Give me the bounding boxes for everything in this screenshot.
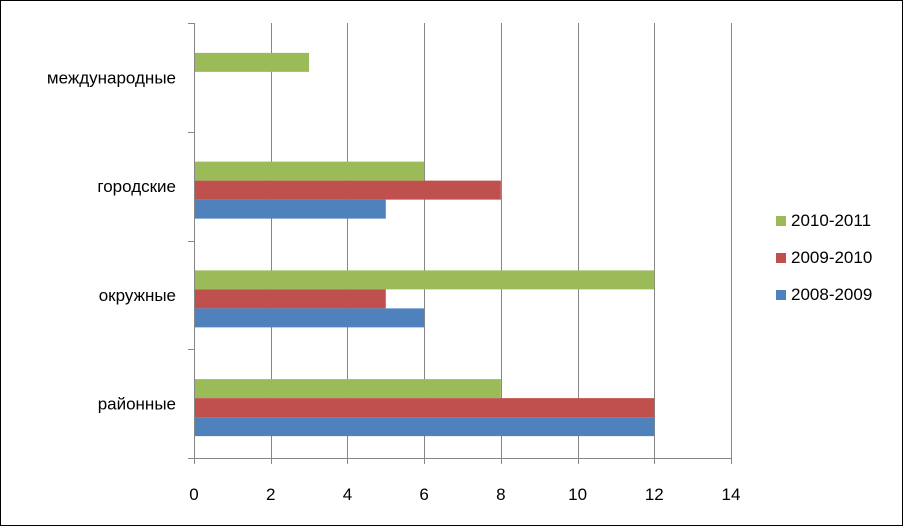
category-label-0: районные xyxy=(98,395,176,414)
legend-label-2008-2009: 2008-2009 xyxy=(791,285,872,304)
axes xyxy=(188,23,732,464)
x-tick-labels: 0 2 4 6 8 10 12 14 xyxy=(189,485,740,504)
bar-2010-2011-1 xyxy=(194,270,655,290)
legend: 2010-2011 2009-2010 2008-2009 xyxy=(776,211,872,304)
x-tick-label-2: 2 xyxy=(266,485,275,504)
bar-2010-2011-2 xyxy=(194,161,425,181)
category-label-2: городские xyxy=(97,177,176,196)
x-tick-label-4: 4 xyxy=(343,485,352,504)
x-tick-label-12: 12 xyxy=(645,485,664,504)
legend-swatch-2010-2011 xyxy=(776,216,786,226)
gridlines xyxy=(271,23,732,458)
x-tick-label-6: 6 xyxy=(419,485,428,504)
x-tick-label-8: 8 xyxy=(496,485,505,504)
category-label-3: международные xyxy=(47,68,176,87)
x-tick-label-0: 0 xyxy=(189,485,198,504)
bar-2009-2010-0 xyxy=(194,398,655,418)
bar-2008-2009-1 xyxy=(194,308,425,328)
x-tick-label-10: 10 xyxy=(568,485,587,504)
bar-2009-2010-1 xyxy=(194,289,386,309)
bar-2010-2011-3 xyxy=(194,52,310,72)
bar-2009-2010-2 xyxy=(194,180,501,200)
legend-swatch-2008-2009 xyxy=(776,290,786,300)
x-tick-label-14: 14 xyxy=(722,485,741,504)
bars xyxy=(194,52,655,437)
category-label-1: окружные xyxy=(99,286,176,305)
legend-swatch-2009-2010 xyxy=(776,253,786,263)
bar-2008-2009-0 xyxy=(194,417,655,437)
bar-2010-2011-0 xyxy=(194,379,501,399)
legend-label-2009-2010: 2009-2010 xyxy=(791,248,872,267)
category-labels: районные окружные городские международные xyxy=(47,68,176,413)
bar-2008-2009-2 xyxy=(194,199,386,219)
legend-label-2010-2011: 2010-2011 xyxy=(791,211,871,230)
